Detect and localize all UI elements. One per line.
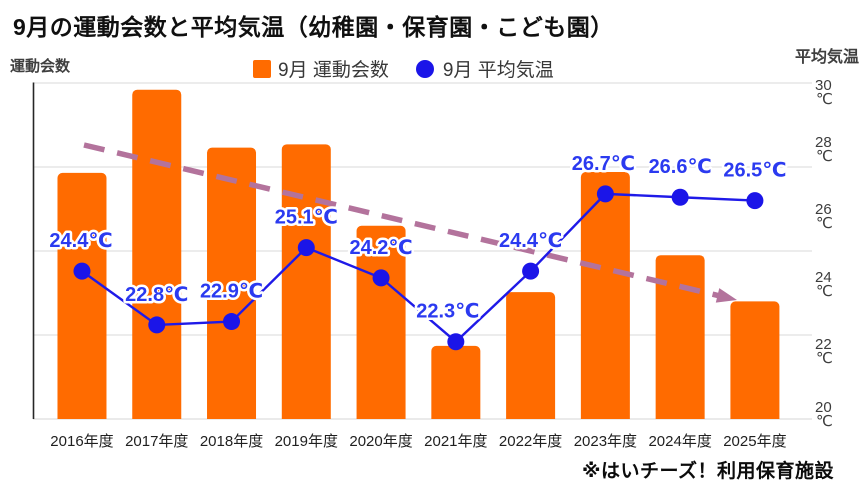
legend-line-label: 9月 平均気温 (442, 60, 554, 81)
trendline (83, 142, 737, 303)
tick-value: 26 (815, 201, 832, 219)
temperature-label-2025年度: 26.5℃ (723, 160, 786, 182)
x-axis-label-2024年度: 2024年度 (648, 433, 712, 450)
temperature-label-2021年度: 22.3℃ (416, 301, 479, 323)
right-axis-tick-30: 30 ℃ (815, 77, 855, 108)
temperature-point-2016年度 (73, 262, 91, 280)
tick-unit: ℃ (816, 413, 833, 430)
temperature-point-2019年度 (297, 239, 315, 257)
bar-series (57, 89, 780, 419)
bar-2021年度 (431, 345, 481, 419)
legend-bar-label: 9月 運動会数 (278, 60, 389, 81)
right-axis-tick-22: 22 ℃ (815, 335, 855, 367)
bar-2019年度 (281, 144, 331, 419)
temperature-point-2025年度 (746, 192, 764, 210)
x-axis-label-2018年度: 2018年度 (199, 433, 264, 450)
tick-value: 28 (815, 134, 832, 152)
temperature-label-2016年度: 24.4℃ (49, 230, 112, 252)
tick-value: 30 (815, 77, 832, 94)
source-note: ※はいチーズ！利用保育施設 (581, 461, 834, 482)
temperature-point-2024年度 (671, 188, 689, 206)
tick-unit: ℃ (816, 148, 833, 166)
right-axis-tick-24: 24 ℃ (815, 268, 855, 300)
tick-value: 24 (815, 268, 832, 286)
temperature-point-2023年度 (596, 185, 614, 203)
legend-bar-marker-icon (253, 59, 271, 78)
temperature-point-labels: 24.4℃ 22.8℃ 22.9℃ 25.1℃ 24.2℃ 22.3℃ 24.4℃ 26.7℃… (47, 150, 789, 325)
bar-2023年度 (580, 172, 630, 419)
bar-2025年度 (730, 301, 780, 419)
temperature-point-2021年度 (447, 333, 465, 351)
tick-unit: ℃ (816, 349, 833, 367)
trendline-arrowhead-icon (715, 288, 737, 303)
temperature-label-2017年度: 22.8℃ (125, 284, 188, 306)
bar-2017年度 (132, 89, 182, 419)
temperature-label-2018年度: 22.9℃ (200, 281, 263, 303)
temperature-points (73, 185, 764, 351)
temperature-line (81, 192, 755, 344)
right-axis-title: 平均気温 (795, 49, 860, 66)
tick-unit: ℃ (816, 91, 833, 108)
bar-2018年度 (207, 147, 257, 419)
right-axis-tick-20: 20 ℃ (815, 399, 855, 430)
x-axis-label-2025年度: 2025年度 (723, 433, 787, 450)
tick-unit: ℃ (816, 282, 833, 300)
bar-2024年度 (655, 255, 705, 419)
legend-line-marker-icon (415, 59, 434, 78)
bar-2022年度 (506, 292, 556, 419)
bar-2016年度 (57, 172, 107, 419)
temperature-label-2020年度: 24.2℃ (349, 237, 412, 259)
legend: 9月 運動会数 9月 平均気温 (253, 55, 554, 82)
right-axis-tick-28: 28 ℃ (815, 134, 855, 166)
temperature-point-2022年度 (522, 262, 540, 280)
x-axis-label-2019年度: 2019年度 (274, 433, 338, 450)
tick-value: 22 (815, 335, 832, 353)
temperature-label-2023年度: 26.7℃ (572, 153, 635, 175)
temperature-label-2024年度: 26.6℃ (649, 156, 712, 178)
x-axis-label-2022年度: 2022年度 (498, 433, 563, 450)
tick-unit: ℃ (816, 215, 833, 233)
x-axis-label-2017年度: 2017年度 (125, 433, 189, 450)
tick-value: 20 (815, 399, 832, 416)
right-axis-tick-26: 26 ℃ (815, 201, 855, 233)
chart-title: 9月の運動会数と平均気温（幼稚園・保育園・こども園） (13, 14, 614, 40)
trendline-dashes (83, 142, 724, 300)
temperature-label-2022年度: 24.4℃ (499, 230, 562, 252)
temperature-point-2017年度 (148, 316, 166, 334)
temperature-point-2018年度 (223, 313, 241, 331)
left-axis-title: 運動会数 (10, 58, 71, 75)
temperature-point-2020年度 (372, 269, 390, 287)
temperature-label-2019年度: 25.1℃ (275, 207, 338, 229)
x-axis-label-2021年度: 2021年度 (424, 433, 488, 450)
x-axis-label-2016年度: 2016年度 (50, 433, 114, 450)
x-axis-label-2023年度: 2023年度 (573, 433, 638, 450)
x-axis-label-2020年度: 2020年度 (349, 433, 413, 450)
